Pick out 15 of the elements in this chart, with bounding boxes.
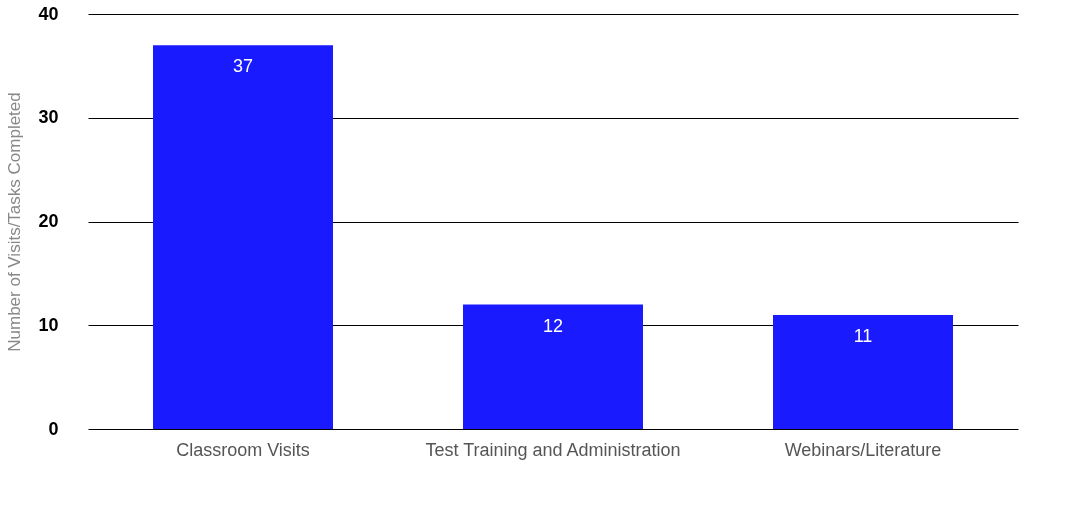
data-label: 12 xyxy=(542,315,564,336)
data-label: 11 xyxy=(853,325,873,346)
bar xyxy=(153,45,333,429)
y-tick-label: 10 xyxy=(38,314,59,335)
y-tick-label: 0 xyxy=(48,418,59,439)
x-tick-label: Test Training and Administration xyxy=(425,439,681,460)
bar xyxy=(463,304,643,429)
y-tick-label: 40 xyxy=(38,3,59,24)
bar xyxy=(773,314,953,429)
y-tick-label: 30 xyxy=(38,107,59,128)
data-label: 37 xyxy=(232,56,254,77)
x-tick-label: Classroom Visits xyxy=(176,439,310,460)
y-tick-label: 20 xyxy=(38,211,59,231)
x-tick-label: Webinars/Literature xyxy=(784,439,942,460)
y-axis-title: Number of Visits/Tasks Completed xyxy=(5,92,25,352)
